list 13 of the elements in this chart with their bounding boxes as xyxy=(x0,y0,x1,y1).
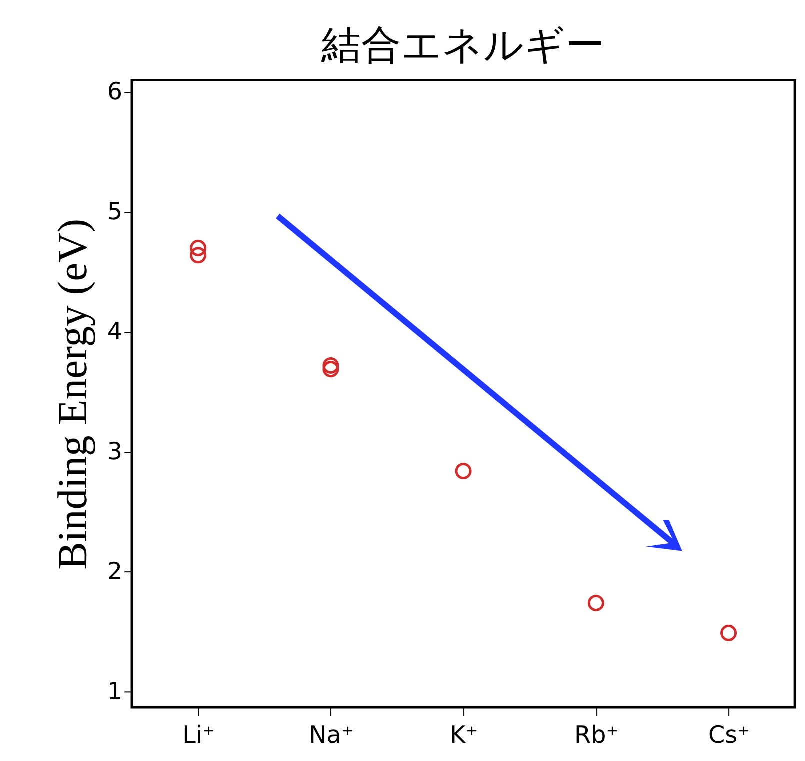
x-tick-label: Na⁺ xyxy=(308,720,354,749)
x-tick-label: Li⁺ xyxy=(182,720,216,749)
y-tick-label: 6 xyxy=(107,78,123,106)
chart-title: 結合エネルギー xyxy=(320,22,606,68)
x-tick-label: Cs⁺ xyxy=(708,720,750,749)
y-axis-title: Binding Energy (eV) xyxy=(50,218,97,570)
y-tick-label: 1 xyxy=(107,677,123,706)
y-tick-label: 4 xyxy=(107,318,123,346)
x-tick-label: K⁺ xyxy=(450,720,478,749)
x-tick-label: Rb⁺ xyxy=(574,720,619,749)
y-tick-label: 2 xyxy=(107,557,123,586)
y-tick-label: 3 xyxy=(107,438,123,466)
y-tick-label: 5 xyxy=(107,198,123,226)
